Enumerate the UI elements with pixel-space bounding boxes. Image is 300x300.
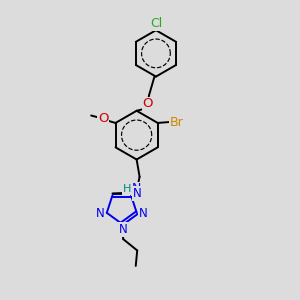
Text: H: H <box>123 184 131 194</box>
Text: N: N <box>132 182 141 195</box>
Text: N: N <box>96 207 105 220</box>
Text: O: O <box>142 98 153 110</box>
Text: Br: Br <box>169 116 183 129</box>
Text: N: N <box>139 207 148 220</box>
Text: N: N <box>133 187 141 200</box>
Text: O: O <box>98 112 108 125</box>
Text: Cl: Cl <box>150 17 162 30</box>
Text: N: N <box>118 223 127 236</box>
